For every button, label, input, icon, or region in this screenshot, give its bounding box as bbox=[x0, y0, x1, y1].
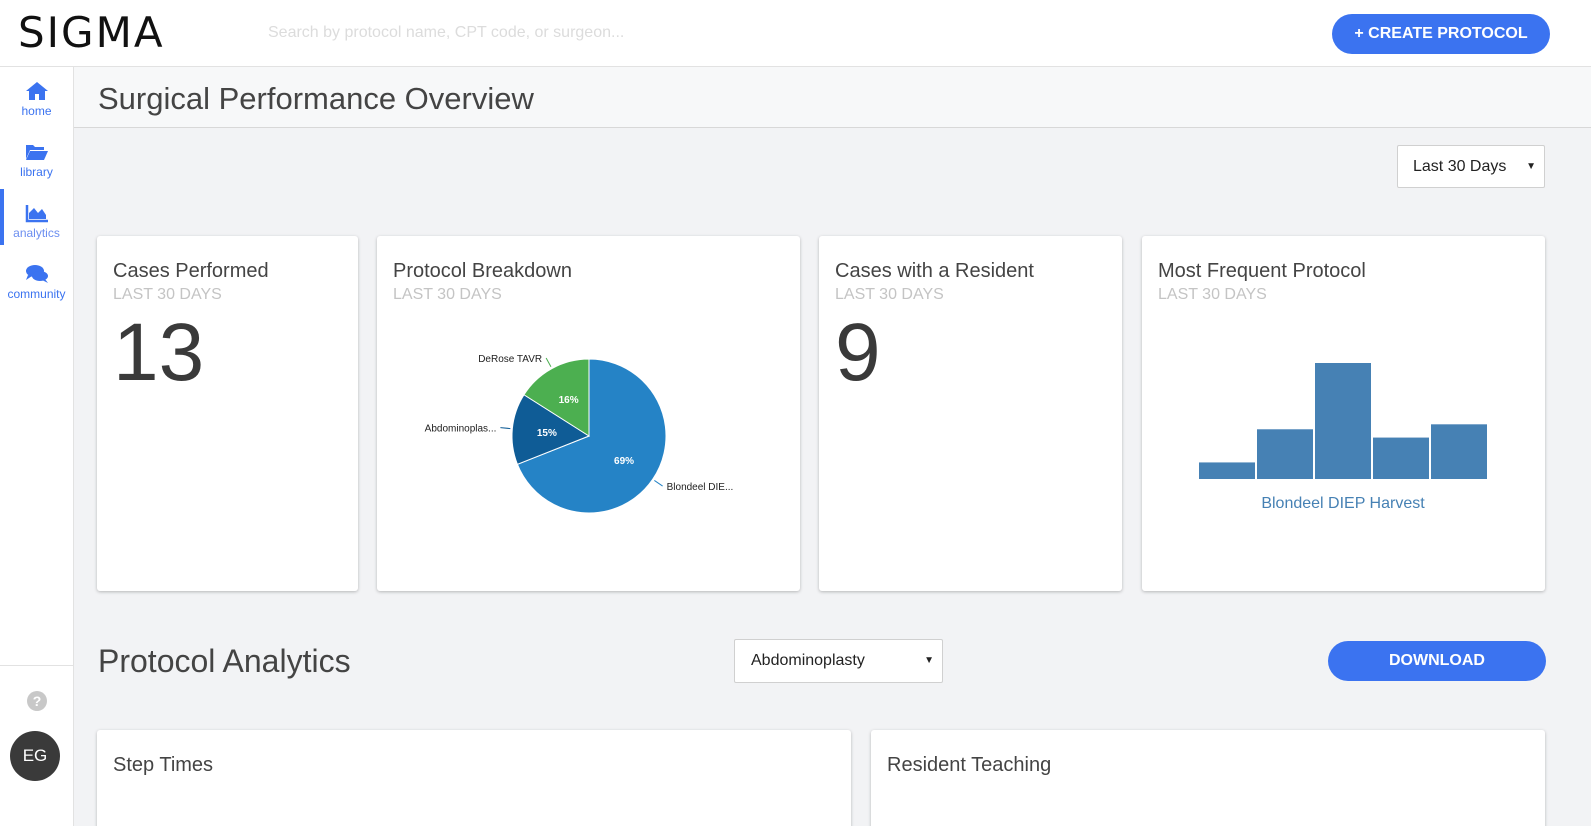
card-title: Cases Performed bbox=[113, 260, 269, 282]
pie-slice[interactable] bbox=[523, 358, 590, 437]
sidebar: home library analytics community ? EG bbox=[0, 67, 74, 826]
sidebar-item-label: analytics bbox=[13, 226, 60, 240]
pie-leader-line bbox=[500, 427, 511, 430]
date-range-select[interactable]: Last 30 Days ▼ bbox=[1397, 145, 1545, 188]
caret-down-icon: ▼ bbox=[1526, 161, 1536, 172]
bar[interactable] bbox=[1431, 424, 1487, 479]
help-icon[interactable]: ? bbox=[27, 691, 47, 711]
pie-percent-label: 69% bbox=[614, 456, 634, 467]
pie-percent-label: 16% bbox=[559, 395, 579, 406]
bar-xlabel: Blondeel DIEP Harvest bbox=[1261, 495, 1425, 512]
most-frequent-card: Most Frequent Protocol LAST 30 DAYS Blon… bbox=[1142, 236, 1545, 591]
pie-chart: 69% Blondeel DIE... 15% Abdominoplas... 16% D… bbox=[425, 354, 734, 514]
bar-chart: Blondeel DIEP Harvest bbox=[1199, 363, 1487, 512]
search-input[interactable] bbox=[268, 20, 828, 46]
sidebar-divider bbox=[0, 665, 73, 666]
card-subtitle: LAST 30 DAYS bbox=[835, 286, 944, 303]
bar[interactable] bbox=[1199, 462, 1255, 479]
folder-open-icon bbox=[25, 145, 48, 160]
pie-leader-line bbox=[654, 479, 663, 487]
card-subtitle: LAST 30 DAYS bbox=[393, 286, 502, 303]
sidebar-item-label: community bbox=[7, 287, 66, 301]
bar[interactable] bbox=[1257, 429, 1313, 479]
home-icon bbox=[25, 82, 48, 100]
comments-icon bbox=[25, 265, 48, 283]
resident-cases-card: Cases with a Resident LAST 30 DAYS 9 bbox=[819, 236, 1122, 591]
bar[interactable] bbox=[1315, 363, 1371, 479]
caret-down-icon: ▼ bbox=[924, 655, 934, 666]
section-title: Protocol Analytics bbox=[98, 643, 351, 679]
sidebar-item-label: library bbox=[20, 165, 53, 179]
resident-teaching-panel: Resident Teaching bbox=[871, 730, 1545, 826]
protocol-select-value: Abdominoplasty bbox=[751, 652, 865, 669]
pie-slice-label: DeRose TAVR bbox=[478, 354, 542, 365]
resident-cases-value: 9 bbox=[835, 307, 881, 398]
sidebar-item-analytics[interactable]: analytics bbox=[0, 189, 73, 245]
pie-leader-line bbox=[545, 357, 552, 368]
pie-slice[interactable] bbox=[511, 394, 591, 465]
date-range-value: Last 30 Days bbox=[1413, 157, 1507, 175]
app-logo[interactable]: SIGMA bbox=[18, 8, 165, 57]
area-chart-icon bbox=[25, 205, 48, 223]
pie-slice[interactable] bbox=[516, 358, 667, 514]
create-protocol-button[interactable]: + CREATE PROTOCOL bbox=[1332, 14, 1550, 54]
pie-slice-label: Abdominoplas... bbox=[425, 424, 497, 435]
card-subtitle: LAST 30 DAYS bbox=[1158, 286, 1267, 303]
card-subtitle: LAST 30 DAYS bbox=[113, 286, 222, 303]
panel-title: Step Times bbox=[113, 754, 214, 776]
step-times-panel: Step Times bbox=[97, 730, 851, 826]
sidebar-item-home[interactable]: home bbox=[0, 67, 73, 123]
card-title: Most Frequent Protocol bbox=[1158, 260, 1366, 282]
download-button[interactable]: DOWNLOAD bbox=[1328, 641, 1546, 681]
card-title: Protocol Breakdown bbox=[393, 260, 572, 282]
cases-performed-card: Cases Performed LAST 30 DAYS 13 bbox=[97, 236, 358, 591]
pie-slice-label: Blondeel DIE... bbox=[667, 482, 734, 493]
page-header: Surgical Performance Overview bbox=[74, 67, 1591, 128]
top-bar: SIGMA + CREATE PROTOCOL bbox=[0, 0, 1591, 67]
pie-percent-label: 15% bbox=[537, 428, 557, 439]
sidebar-item-label: home bbox=[21, 104, 52, 118]
sidebar-item-community[interactable]: community bbox=[0, 250, 73, 306]
protocol-select[interactable]: Abdominoplasty ▼ bbox=[734, 639, 943, 683]
sidebar-item-library[interactable]: library bbox=[0, 128, 73, 184]
avatar[interactable]: EG bbox=[10, 731, 60, 781]
panel-title: Resident Teaching bbox=[887, 754, 1052, 776]
page-title: Surgical Performance Overview bbox=[98, 81, 534, 116]
cases-performed-value: 13 bbox=[113, 307, 205, 398]
bar[interactable] bbox=[1373, 437, 1429, 479]
card-title: Cases with a Resident bbox=[835, 260, 1034, 282]
protocol-breakdown-card: Protocol Breakdown LAST 30 DAYS 69% Blond… bbox=[377, 236, 800, 591]
